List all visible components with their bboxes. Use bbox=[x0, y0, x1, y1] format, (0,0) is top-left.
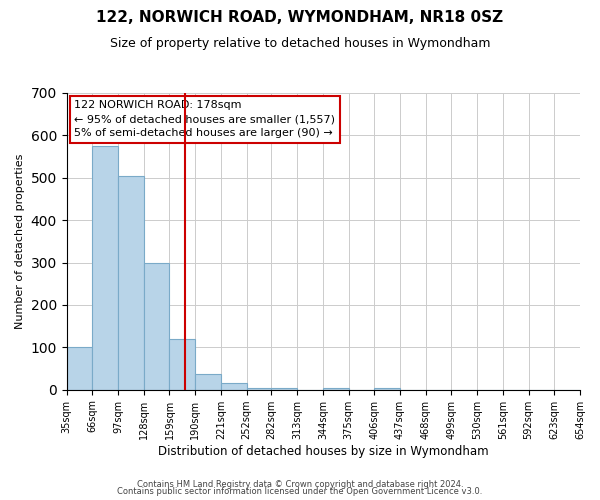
Text: Contains public sector information licensed under the Open Government Licence v3: Contains public sector information licen… bbox=[118, 488, 482, 496]
Bar bbox=[247, 388, 271, 390]
Bar bbox=[271, 388, 297, 390]
X-axis label: Distribution of detached houses by size in Wymondham: Distribution of detached houses by size … bbox=[158, 444, 488, 458]
Bar bbox=[118, 176, 144, 390]
Bar bbox=[144, 262, 169, 390]
Y-axis label: Number of detached properties: Number of detached properties bbox=[15, 154, 25, 329]
Text: 122 NORWICH ROAD: 178sqm
← 95% of detached houses are smaller (1,557)
5% of semi: 122 NORWICH ROAD: 178sqm ← 95% of detach… bbox=[74, 100, 335, 138]
Text: Size of property relative to detached houses in Wymondham: Size of property relative to detached ho… bbox=[110, 38, 490, 51]
Bar bbox=[169, 339, 195, 390]
Bar bbox=[92, 146, 118, 390]
Bar bbox=[374, 388, 400, 390]
Bar bbox=[195, 374, 221, 390]
Bar bbox=[323, 388, 349, 390]
Text: 122, NORWICH ROAD, WYMONDHAM, NR18 0SZ: 122, NORWICH ROAD, WYMONDHAM, NR18 0SZ bbox=[97, 10, 503, 25]
Bar bbox=[221, 384, 247, 390]
Text: Contains HM Land Registry data © Crown copyright and database right 2024.: Contains HM Land Registry data © Crown c… bbox=[137, 480, 463, 489]
Bar bbox=[67, 348, 92, 390]
